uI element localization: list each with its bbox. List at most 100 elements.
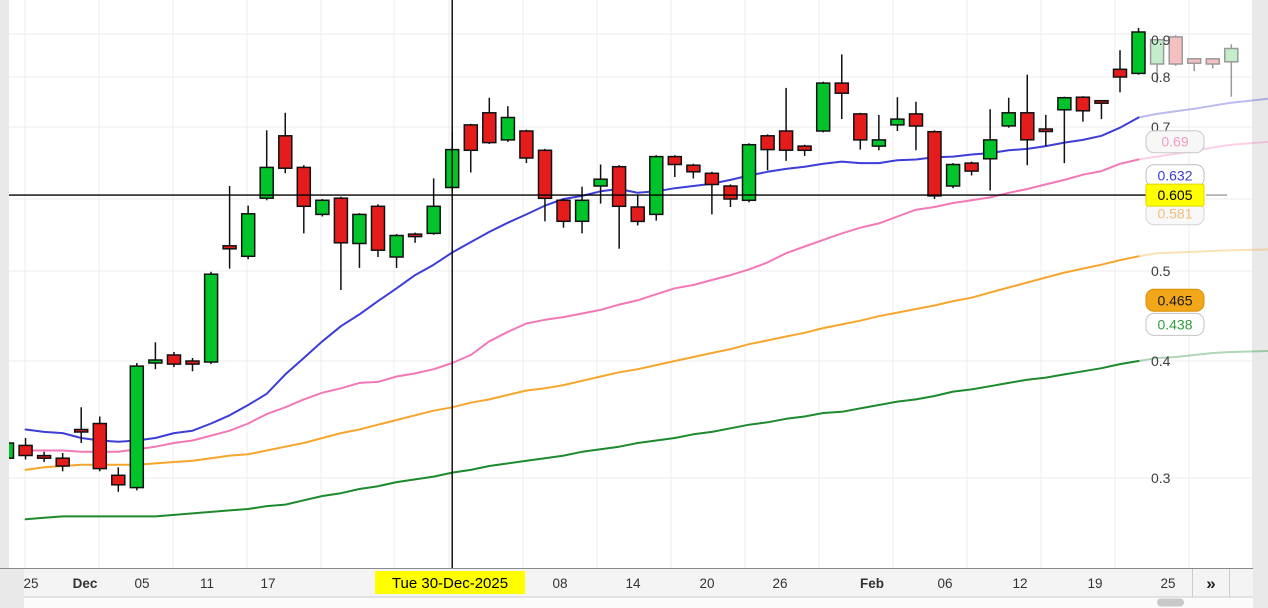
candle: [1224, 44, 1239, 97]
x-tick-label: 08: [552, 576, 567, 591]
svg-text:0.605: 0.605: [1157, 187, 1192, 203]
candle: [482, 97, 497, 144]
candle: [407, 232, 423, 243]
x-tick-label: 25: [23, 576, 38, 591]
ma-orange-faded: [1137, 248, 1268, 258]
x-tick-label: 11: [200, 576, 214, 591]
candle: [185, 358, 200, 372]
candle: [853, 112, 868, 150]
ma-orange: [24, 255, 1140, 471]
candle: [1020, 74, 1035, 166]
candle: [426, 178, 441, 235]
candle: [166, 352, 182, 368]
candle: [1149, 38, 1165, 84]
candle: [1168, 35, 1183, 66]
x-tick-label: 20: [699, 576, 714, 591]
candle: [92, 416, 108, 472]
price-axis-labels: 0.90.80.70.50.40.3: [1151, 32, 1171, 486]
candle: [389, 234, 404, 268]
ma-pink: [24, 158, 1140, 453]
candle: [574, 186, 590, 234]
candle: [519, 129, 534, 164]
candle: [1131, 28, 1146, 75]
candle: [927, 130, 942, 199]
x-tick-label: 14: [625, 576, 641, 591]
candle: [871, 114, 887, 151]
candle: [760, 134, 775, 171]
candle: [1001, 97, 1016, 128]
x-tick-label: 12: [1012, 576, 1027, 591]
bottom-left-corner: [0, 569, 24, 608]
scrollbar-thumb[interactable]: [1157, 598, 1184, 607]
candle: [890, 97, 905, 131]
candle: [964, 161, 979, 176]
y-tick-label: 0.9: [1151, 32, 1171, 48]
x-tick-label: 17: [260, 576, 275, 591]
price-badges: 0.69 0.581 0.632 0.605 0.465 0.438: [1145, 130, 1205, 336]
candle: [704, 171, 720, 215]
ma-green: [24, 360, 1140, 521]
x-tick-label: 06: [937, 576, 952, 591]
svg-text:0.438: 0.438: [1157, 316, 1192, 332]
candle: [741, 143, 757, 203]
candle: [333, 196, 349, 290]
right-side-panel: [1252, 0, 1268, 608]
candle: [1057, 96, 1072, 164]
price-badge-0.465: 0.465: [1145, 288, 1205, 312]
candle: [463, 123, 479, 173]
crosshair-date-label: Tue 30-Dec-2025: [375, 571, 525, 594]
price-badge-0.438: 0.438: [1145, 312, 1205, 336]
candle: [593, 164, 608, 204]
candle: [36, 451, 52, 462]
candle: [556, 199, 571, 228]
svg-text:0.69: 0.69: [1161, 134, 1188, 150]
svg-text:Tue 30-Dec-2025: Tue 30-Dec-2025: [392, 575, 508, 592]
x-tick-label: 19: [1087, 576, 1102, 591]
ma-blue-faded: [1137, 97, 1268, 119]
time-axis[interactable]: 25 Dec 05 11 17 08 14 20 26 Feb 06 12 19 25 Tue 30-Dec…: [0, 568, 1253, 608]
svg-text:0.465: 0.465: [1157, 292, 1192, 308]
candle: [630, 194, 645, 226]
time-axis-strip[interactable]: [24, 569, 1253, 597]
y-tick-label: 0.4: [1151, 353, 1171, 369]
candle: [315, 199, 330, 217]
x-tick-label: Feb: [860, 576, 884, 591]
candle: [148, 342, 163, 370]
candle: [73, 407, 89, 443]
candle: [1186, 57, 1202, 72]
candles: [0, 28, 1239, 492]
crosshair[interactable]: [9, 0, 1227, 569]
candle: [815, 81, 831, 133]
price-badge-0.632: 0.632: [1145, 164, 1205, 188]
candle: [370, 204, 386, 257]
candle: [111, 467, 126, 492]
price-badge-0.581: 0.581: [1145, 202, 1205, 226]
candle: [1112, 50, 1128, 93]
candle: [797, 144, 812, 156]
candle: [55, 453, 70, 472]
candle: [129, 363, 145, 491]
left-margin: [0, 0, 9, 608]
pager-forward-button[interactable]: »: [1206, 574, 1215, 593]
candle: [834, 54, 850, 120]
candle: [352, 213, 367, 268]
candle: [982, 109, 998, 191]
price-badge-0.69: 0.69: [1145, 130, 1205, 154]
x-tick-label: Dec: [73, 576, 98, 591]
candle: [1205, 57, 1221, 69]
candle: [945, 163, 961, 189]
candle: [649, 155, 664, 221]
candle: [667, 155, 683, 177]
candle: [240, 205, 256, 260]
candle: [537, 148, 553, 222]
axis-lower-row: [24, 597, 1253, 608]
x-tick-label: 26: [772, 576, 787, 591]
candle: [1075, 96, 1091, 122]
price-badge-0.605: 0.605: [1145, 183, 1205, 207]
svg-text:0.581: 0.581: [1157, 206, 1192, 222]
candle: [908, 101, 924, 151]
ma-green-faded: [1137, 350, 1268, 362]
